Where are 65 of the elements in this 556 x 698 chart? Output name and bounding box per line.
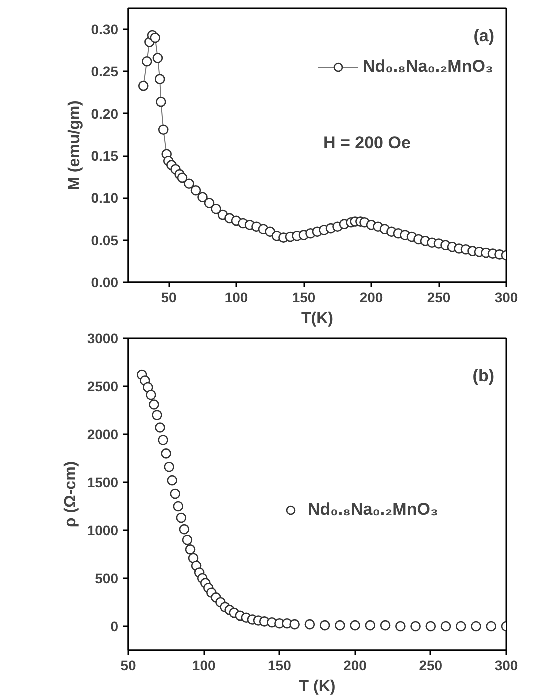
x-axis-title: T(K) [302,310,334,328]
x-tick-label: 50 [120,658,136,674]
y-tick-label: 0.20 [91,106,119,122]
y-tick-label: 3000 [87,330,119,346]
point [365,620,376,631]
point [170,488,181,500]
point [179,524,190,535]
point [290,619,300,630]
point [456,621,466,632]
x-tick-label: 100 [192,658,216,674]
point [182,534,193,546]
x-tick-label: 250 [419,658,443,674]
point [167,475,178,486]
point [149,400,160,410]
point [164,462,174,472]
x-tick-label: 100 [224,290,248,306]
annotation: (b) [472,366,495,386]
y-tick-label: 0.25 [91,64,119,80]
point [176,512,187,524]
y-tick-label: 1500 [87,474,119,490]
x-tick-label: 300 [494,290,518,306]
x-tick-label: 150 [268,658,292,674]
point [146,390,156,400]
y-tick-label: 0.00 [91,274,119,290]
point [143,382,154,393]
y-tick-label: 1000 [87,522,119,538]
point [426,621,436,632]
point [155,422,166,433]
y-tick-label: 2500 [87,378,119,394]
x-tick-label: 250 [427,290,451,306]
y-tick-label: 2000 [87,426,119,442]
x-tick-label: 50 [161,290,177,306]
point [380,620,391,631]
point [486,621,497,632]
point [471,621,482,632]
y-tick-label: 0.10 [91,190,119,206]
x-tick-label: 150 [292,290,316,306]
x-tick-label: 300 [494,658,518,674]
x-tick-label: 200 [360,290,384,306]
annotation: H = 200 Oe [324,134,411,152]
x-axis-title: T (K) [299,678,336,696]
point [440,621,452,632]
point [158,435,168,446]
legend-label: Nd₀.₈Na₀.₂MnO₃ [363,57,494,77]
point [152,410,162,420]
point [161,448,172,459]
y-tick-label: 0.15 [91,148,119,164]
point [188,553,199,564]
y-tick-label: 500 [95,570,119,586]
point [350,620,360,631]
legend-label: Nd₀.₈Na₀.₂MnO₃ [308,500,438,520]
y-axis-title: M (emu/gm) [66,100,84,190]
point [410,621,421,632]
point [304,619,316,630]
point [173,501,184,512]
annotation: (a) [474,26,495,46]
point [320,620,330,631]
y-tick-label: 0.30 [91,22,119,38]
y-axis-title: ρ (Ω-cm) [62,461,80,528]
point [185,544,196,555]
y-tick-label: 0 [110,618,119,634]
point [396,621,406,632]
point [335,620,346,631]
y-tick-label: 0.05 [91,232,119,248]
x-tick-label: 200 [344,658,368,674]
